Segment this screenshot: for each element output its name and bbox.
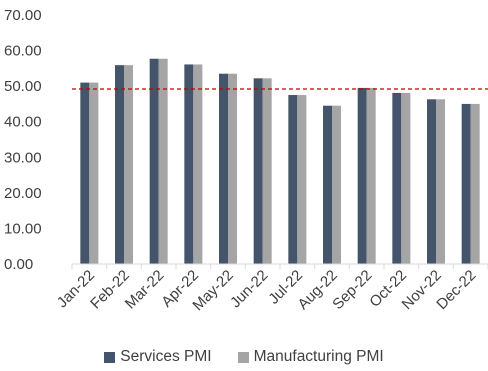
- x-tick-label: Dec-22: [433, 267, 479, 313]
- bars: [80, 58, 480, 265]
- y-tick-label: 0.00: [4, 256, 33, 273]
- bar-manufacturing: [89, 82, 99, 264]
- y-tick-label: 60.00: [4, 43, 42, 60]
- bar-manufacturing: [228, 73, 237, 264]
- bar-services: [115, 65, 124, 264]
- y-tick-label: 40.00: [4, 114, 42, 131]
- bar-services: [184, 64, 194, 265]
- y-tick-label: 30.00: [4, 149, 42, 166]
- bar-manufacturing: [332, 105, 341, 264]
- x-tick-label: Jun-22: [227, 267, 271, 311]
- bar-services: [427, 99, 436, 264]
- bar-services: [288, 95, 298, 265]
- legend-swatch-manufacturing: [237, 351, 249, 363]
- x-tick-label: Sep-22: [329, 267, 375, 313]
- legend-label-manufacturing: Manufacturing PMI: [253, 348, 384, 365]
- legend-label-services: Services PMI: [120, 348, 212, 365]
- x-tick-label: Mar-22: [122, 267, 168, 313]
- bar-services: [149, 58, 159, 265]
- pmi-bar-chart: 0.0010.0020.0030.0040.0050.0060.0070.00 …: [4, 7, 488, 314]
- bar-manufacturing: [297, 95, 307, 265]
- y-axis: 0.00 10.00 20.00 30.00 40.00 50.00 60.00 70.00: [4, 7, 42, 273]
- y-tick-label: 10.00: [4, 220, 42, 237]
- bar-manufacturing: [124, 65, 133, 264]
- bar-services: [461, 103, 471, 264]
- bar-services: [323, 105, 332, 264]
- bar-manufacturing: [193, 64, 203, 265]
- bar-manufacturing: [366, 87, 376, 265]
- bar-services: [80, 82, 90, 264]
- bar-services: [219, 73, 228, 264]
- bar-services: [392, 92, 402, 264]
- x-axis: Jan-22Feb-22Mar-22Apr-22May-22Jun-22Jul-…: [54, 263, 488, 314]
- bar-manufacturing: [470, 103, 480, 264]
- legend-item-services: Services PMI: [104, 348, 212, 366]
- y-tick-label: 50.00: [4, 78, 42, 95]
- bar-manufacturing: [401, 92, 411, 264]
- bar-manufacturing: [158, 58, 168, 265]
- legend-item-manufacturing: Manufacturing PMI: [237, 348, 384, 366]
- bar-manufacturing: [436, 99, 445, 264]
- bar-manufacturing: [262, 78, 272, 265]
- bar-services: [357, 87, 367, 265]
- legend: Services PMI Manufacturing PMI: [0, 345, 488, 369]
- legend-swatch-services: [104, 351, 116, 363]
- y-tick-label: 70.00: [4, 7, 42, 24]
- y-tick-label: 20.00: [4, 185, 42, 202]
- bar-services: [253, 78, 263, 265]
